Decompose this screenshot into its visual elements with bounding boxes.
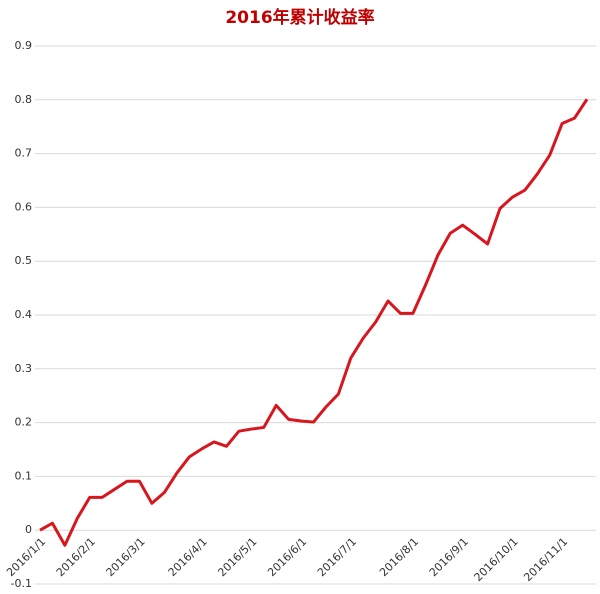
x-tick-label: 2016/10/1 [472,535,521,584]
line [39,98,589,547]
y-tick-label: -0.1 [11,577,32,590]
x-tick-label: 2016/11/1 [521,535,570,584]
x-tick-label: 2016/3/1 [104,535,148,579]
chart-title: 2016年累计收益率 [225,7,374,28]
y-tick-label: 0.8 [15,93,33,106]
x-tick-label: 2016/8/1 [377,535,421,579]
x-tick-label: 2016/2/1 [54,535,98,579]
y-tick-label: 0.1 [15,469,33,482]
x-tick-label: 2016/1/1 [4,535,48,579]
y-tick-label: 0.7 [15,147,33,160]
y-tick-label: 0.9 [15,39,33,52]
x-tick-label: 2016/9/1 [427,535,471,579]
x-tick-label: 2016/4/1 [166,535,210,579]
y-tick-label: 0.2 [15,416,33,429]
y-tick-label: 0.3 [15,362,33,375]
x-tick-label: 2016/6/1 [265,535,309,579]
x-tick-label: 2016/7/1 [315,535,359,579]
y-tick-label: 0.4 [15,308,33,321]
y-tick-label: 0.6 [15,200,33,213]
x-tick-label: 2016/5/1 [215,535,259,579]
y-tick-label: 0 [25,523,32,536]
y-tick-label: 0.5 [15,254,33,267]
